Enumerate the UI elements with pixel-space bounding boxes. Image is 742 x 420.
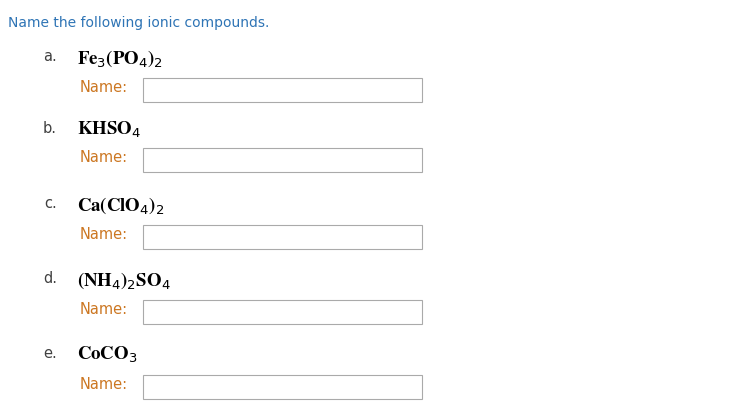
Text: CoCO$_3$: CoCO$_3$ [77, 345, 137, 365]
Text: Name:: Name: [80, 150, 128, 165]
Bar [143, 225, 422, 249]
Text: Name:: Name: [80, 227, 128, 242]
Text: c.: c. [45, 196, 57, 211]
Text: KHSO$_4$: KHSO$_4$ [77, 120, 141, 140]
Text: Name:: Name: [80, 377, 128, 392]
Bar [143, 148, 422, 172]
Text: Name the following ionic compounds.: Name the following ionic compounds. [8, 16, 269, 30]
Text: Name:: Name: [80, 80, 128, 95]
Text: b.: b. [43, 121, 57, 136]
Text: Fe$_3$(PO$_4$)$_2$: Fe$_3$(PO$_4$)$_2$ [77, 48, 162, 68]
Bar [143, 78, 422, 102]
Bar [143, 375, 422, 399]
Text: Name:: Name: [80, 302, 128, 317]
Text: d.: d. [43, 271, 57, 286]
Text: e.: e. [43, 346, 57, 361]
Text: a.: a. [43, 49, 57, 64]
Text: Ca(ClO$_4$)$_2$: Ca(ClO$_4$)$_2$ [77, 195, 164, 215]
Bar [143, 300, 422, 324]
Text: (NH$_4$)$_2$SO$_4$: (NH$_4$)$_2$SO$_4$ [77, 270, 171, 291]
